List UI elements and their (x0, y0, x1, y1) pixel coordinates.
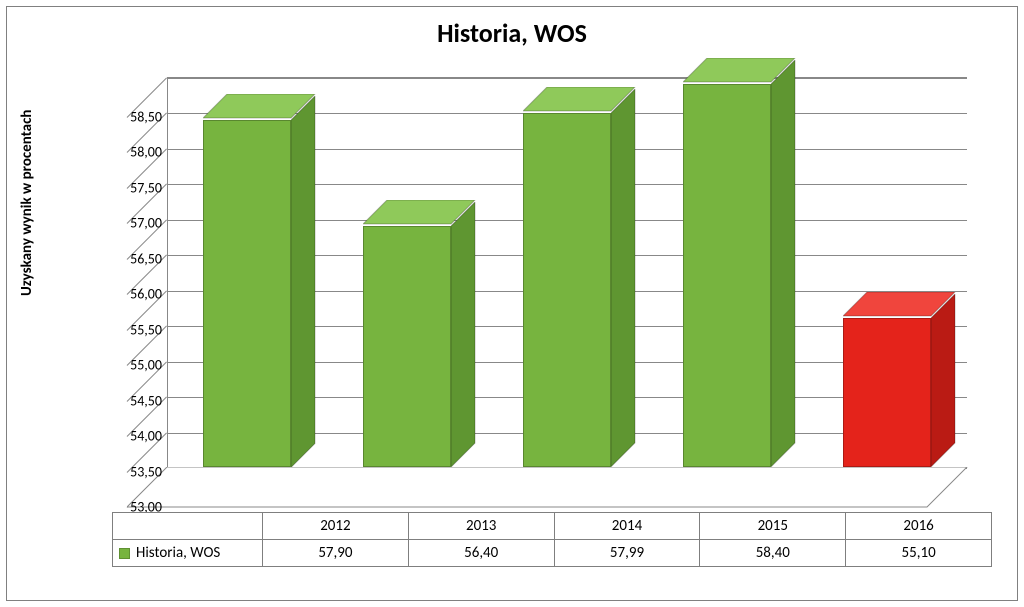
category-cell: 2012 (263, 513, 409, 540)
y-tick-label: 56,50 (102, 250, 162, 267)
bar (523, 113, 611, 467)
category-cell: 2014 (554, 513, 700, 540)
bar-side (771, 60, 797, 467)
bar-side (451, 202, 477, 467)
floor (127, 467, 987, 507)
bar-front (843, 318, 931, 467)
bar-side (291, 96, 317, 467)
y-tick-label: 55,50 (102, 321, 162, 338)
value-cell: 55,10 (846, 540, 992, 567)
y-tick-label: 55,00 (102, 357, 162, 374)
value-cell: 57,99 (554, 540, 700, 567)
value-cell: 58,40 (700, 540, 846, 567)
bar-front (363, 226, 451, 467)
y-tick-label: 57,50 (102, 179, 162, 196)
bar-side (611, 89, 637, 467)
chart-title: Historia, WOS (7, 17, 1017, 49)
y-tick-label: 58,50 (102, 109, 162, 126)
chart-frame: Historia, WOS Uzyskany wynik w procentac… (6, 6, 1018, 601)
bar-top (683, 58, 797, 84)
y-tick-label: 54,00 (102, 428, 162, 445)
value-cell: 56,40 (408, 540, 554, 567)
plot-area: 53,0053,5054,0054,5055,0055,5056,0056,50… (127, 77, 987, 507)
bar-top (363, 200, 477, 226)
value-cell: 57,90 (263, 540, 409, 567)
series-row-head: Historia, WOS (113, 540, 263, 567)
bar (683, 84, 771, 467)
series-name: Historia, WOS (136, 544, 220, 562)
y-tick-label: 54,50 (102, 392, 162, 409)
legend-swatch-icon (119, 548, 130, 559)
bar-front (683, 84, 771, 467)
bar (363, 226, 451, 467)
category-cell: 2016 (846, 513, 992, 540)
y-tick-label: 53,50 (102, 463, 162, 480)
bar-top (523, 87, 637, 113)
y-axis-label: Uzyskany wynik w procentach (18, 110, 36, 296)
y-tick-label: 56,00 (102, 286, 162, 303)
y-tick-label: 57,00 (102, 215, 162, 232)
bars-container (167, 77, 967, 467)
bar (843, 318, 931, 467)
bar-top (203, 94, 317, 120)
category-cell: 2015 (700, 513, 846, 540)
bar-front (203, 120, 291, 467)
bar-top (843, 292, 957, 318)
bar (203, 120, 291, 467)
bar-side (931, 294, 957, 467)
data-table: 2012 2013 2014 2015 2016 Historia, WOS 5… (112, 512, 992, 567)
category-cell: 2013 (408, 513, 554, 540)
bar-front (523, 113, 611, 467)
y-tick-label: 58,00 (102, 144, 162, 161)
category-row: 2012 2013 2014 2015 2016 (113, 513, 992, 540)
category-row-head (113, 513, 263, 540)
series-row: Historia, WOS 57,90 56,40 57,99 58,40 55… (113, 540, 992, 567)
